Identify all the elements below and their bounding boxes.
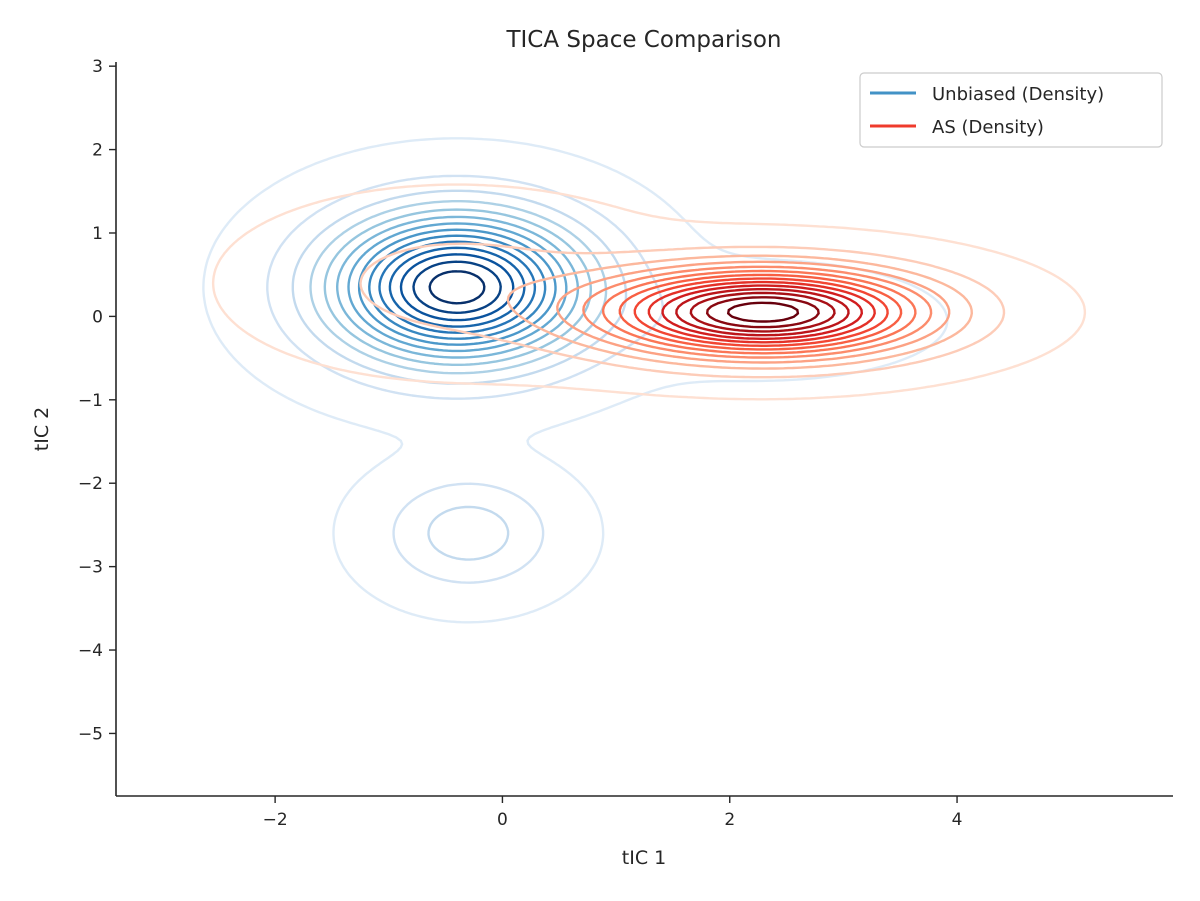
contour-line [661,284,863,340]
contour-line [556,260,951,364]
y-tick-label: −1 [78,391,103,411]
contour-line [428,270,486,305]
contour-line [506,254,973,370]
legend: Unbiased (Density) AS (Density) [859,72,1163,148]
y-tick-label: 0 [92,307,103,327]
contour-line [359,242,1006,379]
contour-line [689,291,836,333]
contour-series-1 [211,183,1087,401]
y-axis-label: tIC 2 [31,407,53,451]
contour-line [211,183,1087,401]
contour-line [388,246,526,328]
legend-label-unbiased: Unbiased (Density) [932,84,1104,105]
x-tick-label: 4 [952,810,963,830]
y-tick-label: −2 [78,474,103,494]
contour-line [202,137,949,624]
contour-line [309,200,608,375]
contour-line [412,260,502,314]
contour-line [706,296,820,329]
y-tick-label: −3 [78,558,103,578]
contour-line [647,280,876,344]
contour-line [357,228,557,346]
x-tick-label: −2 [263,810,288,830]
y-tick-label: 1 [92,224,103,244]
contour-line [618,273,903,351]
contour-line [633,277,889,347]
contour-line [601,269,917,355]
y-tick-label: −5 [78,724,103,744]
y-axis-ticks: 3 2 1 0 −1 −2 −3 −4 −5 [78,57,116,744]
contour-plot-area [202,137,1087,624]
contour-line [582,265,933,359]
contour-line [399,253,515,322]
contour-line [336,215,580,359]
contour-line [675,288,850,337]
y-tick-label: 2 [92,141,103,161]
y-tick-label: −4 [78,641,103,661]
legend-box [859,72,1163,148]
x-tick-label: 2 [724,810,735,830]
x-tick-label: 0 [497,810,508,830]
x-axis-label: tIC 1 [622,847,666,869]
x-axis-ticks: −2 0 2 4 [263,796,963,830]
legend-label-as: AS (Density) [932,117,1044,138]
chart-title: TICA Space Comparison [505,27,781,53]
contour-series-0 [202,137,949,624]
contour-line [323,208,592,366]
contour-line [727,301,800,323]
y-tick-label: 3 [92,57,103,77]
